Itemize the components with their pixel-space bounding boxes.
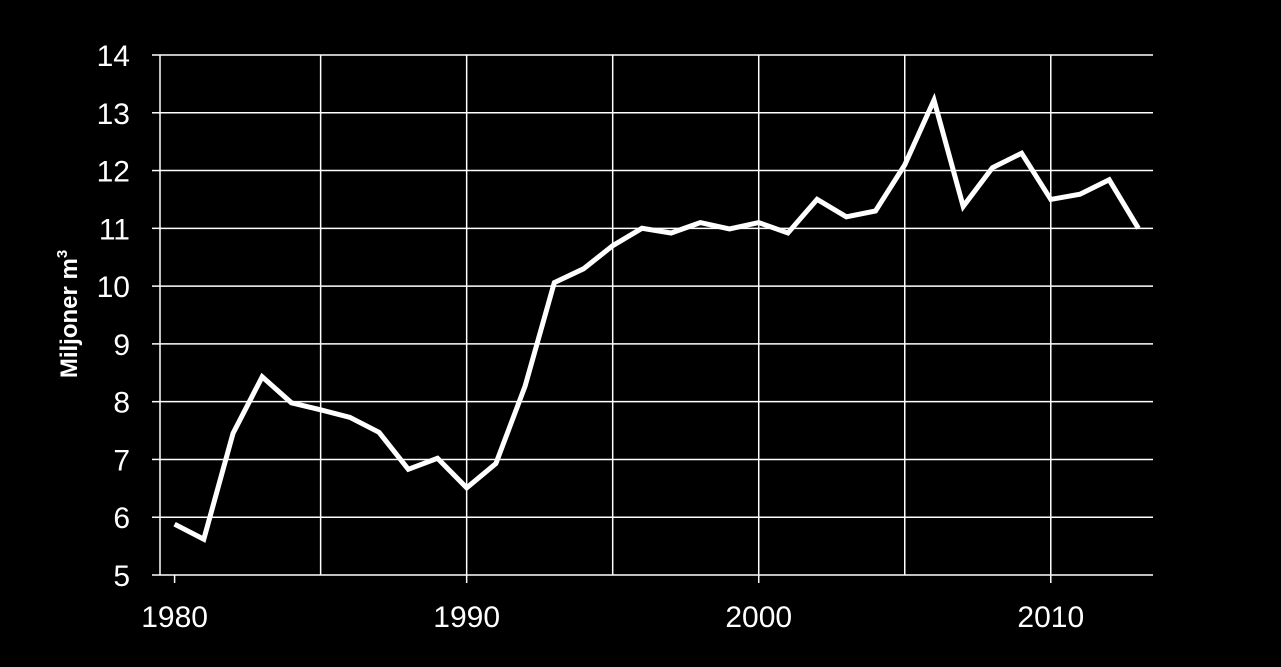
y-tick-labels: 5 6 7 8 9 10 11 12 13 14	[97, 40, 130, 593]
grid-lines	[160, 54, 1153, 575]
x-tick-label-1990: 1990	[433, 601, 500, 634]
y-tick-label-13: 13	[97, 98, 130, 131]
x-tick-label-1980: 1980	[141, 601, 208, 634]
y-tick-label-12: 12	[97, 156, 130, 189]
y-tick-label-7: 7	[113, 444, 130, 477]
y-tick-label-5: 5	[113, 560, 130, 593]
y-axis-label: Miljoner m3	[54, 250, 83, 378]
axes	[152, 54, 1153, 583]
x-tick-labels: 1980 1990 2000 2010	[141, 601, 1084, 634]
y-tick-label-6: 6	[113, 502, 130, 535]
y-tick-label-9: 9	[113, 329, 130, 362]
y-tick-label-10: 10	[97, 271, 130, 304]
x-tick-label-2000: 2000	[725, 601, 792, 634]
x-tick-label-2010: 2010	[1017, 601, 1084, 634]
y-tick-label-14: 14	[97, 40, 130, 73]
y-axis-label-superscript: 3	[54, 250, 71, 258]
y-tick-label-8: 8	[113, 387, 130, 420]
y-tick-label-11: 11	[99, 213, 130, 246]
series-group	[173, 92, 1141, 543]
series-line-0	[173, 92, 1141, 543]
